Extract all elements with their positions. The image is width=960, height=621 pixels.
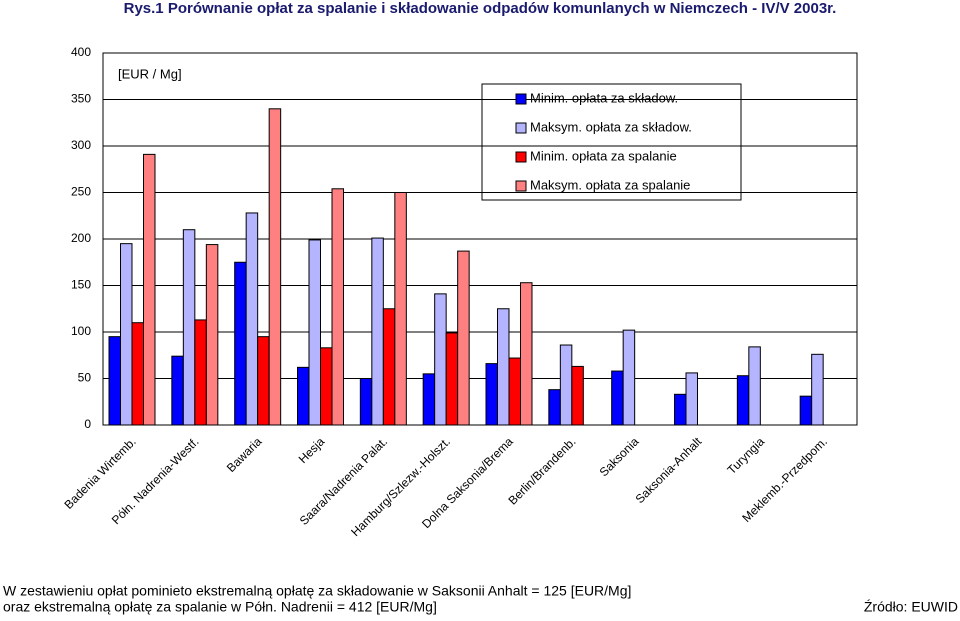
bar bbox=[548, 389, 561, 426]
bar bbox=[257, 336, 270, 426]
y-tick-label: 300 bbox=[71, 138, 91, 152]
legend-swatch bbox=[515, 122, 527, 134]
bar bbox=[108, 336, 121, 426]
bar bbox=[394, 192, 407, 426]
bar bbox=[297, 366, 310, 426]
bar bbox=[308, 239, 321, 426]
bar bbox=[674, 393, 687, 426]
bar bbox=[445, 332, 459, 426]
bar bbox=[799, 395, 813, 426]
bar bbox=[131, 322, 144, 426]
bar bbox=[182, 229, 196, 426]
bar bbox=[382, 308, 396, 426]
x-tick-label: Hesja bbox=[296, 434, 328, 466]
bar bbox=[811, 353, 824, 426]
legend-label: Maksym. opłata za składow. bbox=[530, 119, 692, 134]
bar bbox=[508, 357, 521, 426]
bar bbox=[520, 282, 533, 426]
note: W zestawieniu opłat pominieto ekstremaln… bbox=[3, 583, 631, 599]
y-tick-label: 200 bbox=[71, 231, 91, 245]
bar bbox=[497, 308, 510, 426]
bar bbox=[268, 108, 282, 426]
bar bbox=[143, 153, 156, 426]
y-tick-label: 50 bbox=[78, 371, 92, 385]
note: oraz ekstremalną opłatę za spalanie w Pó… bbox=[3, 599, 437, 615]
bar bbox=[234, 261, 247, 426]
bar bbox=[736, 375, 750, 426]
bar bbox=[371, 237, 384, 426]
bar bbox=[748, 346, 761, 426]
bar bbox=[194, 319, 207, 426]
unit-label: [EUR / Mg] bbox=[118, 66, 182, 81]
bar bbox=[571, 365, 584, 426]
bar bbox=[120, 243, 133, 426]
bar bbox=[205, 244, 219, 426]
bar bbox=[622, 329, 636, 426]
legend-swatch bbox=[515, 180, 527, 192]
y-tick-label: 350 bbox=[71, 92, 91, 106]
legend-swatch bbox=[515, 151, 527, 163]
bar bbox=[485, 363, 498, 426]
bar bbox=[611, 370, 624, 426]
bar bbox=[320, 347, 333, 426]
bar bbox=[685, 372, 698, 426]
x-tick-label: Saksonia bbox=[597, 434, 642, 479]
y-tick-label: 250 bbox=[71, 185, 91, 199]
bar bbox=[245, 212, 259, 426]
bar bbox=[559, 344, 573, 426]
bar bbox=[331, 188, 344, 426]
y-tick-label: 100 bbox=[71, 324, 91, 338]
bar bbox=[171, 355, 184, 426]
x-tick-label: Bawaria bbox=[224, 434, 265, 475]
bar bbox=[457, 250, 470, 426]
x-tick-label: Turyngia bbox=[725, 434, 768, 477]
x-tick-label: Berlin/Brandenb. bbox=[506, 434, 579, 507]
x-tick-label: Saksonia-Anhalt bbox=[633, 434, 705, 506]
bar bbox=[422, 373, 436, 426]
legend-swatch bbox=[515, 93, 527, 105]
bar bbox=[359, 378, 373, 426]
y-tick-label: 150 bbox=[71, 278, 91, 292]
source: Źródło: EUWID bbox=[864, 599, 958, 615]
legend-label: Minim. opłata za spalanie bbox=[530, 148, 677, 163]
legend-label: Minim. opłata za składow. bbox=[530, 90, 678, 105]
bar bbox=[434, 293, 447, 426]
chart-title: Rys.1 Porównanie opłat za spalanie i skł… bbox=[124, 0, 837, 17]
legend-label: Maksym. opłata za spalanie bbox=[530, 177, 690, 192]
y-tick-label: 0 bbox=[84, 417, 91, 431]
y-tick-label: 400 bbox=[71, 45, 91, 59]
